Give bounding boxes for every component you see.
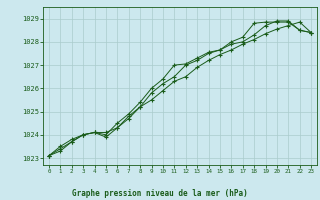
Text: Graphe pression niveau de la mer (hPa): Graphe pression niveau de la mer (hPa) — [72, 189, 248, 198]
